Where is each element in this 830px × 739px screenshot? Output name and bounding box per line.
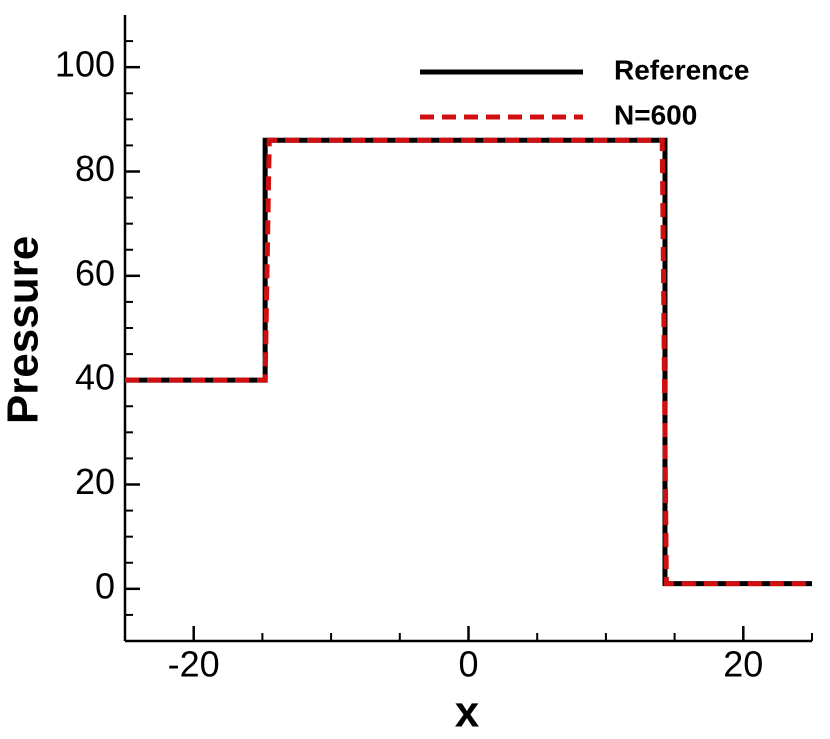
y-tick-label: 0	[95, 565, 115, 606]
y-tick-label: 100	[55, 44, 115, 85]
legend-label: Reference	[614, 54, 749, 85]
line-series	[125, 137, 812, 587]
x-axis-title: x	[455, 688, 480, 737]
x-tick-label: 0	[458, 644, 478, 685]
x-tick-label: 20	[723, 644, 763, 685]
legend-label: N=600	[614, 99, 697, 130]
y-tick-label: 80	[75, 148, 115, 189]
x-tick-label: -20	[168, 644, 220, 685]
y-axis-title: Pressure	[0, 236, 48, 424]
line-series	[125, 137, 812, 587]
y-tick-label: 20	[75, 461, 115, 502]
y-tick-label: 40	[75, 357, 115, 398]
y-tick-label: 60	[75, 252, 115, 293]
